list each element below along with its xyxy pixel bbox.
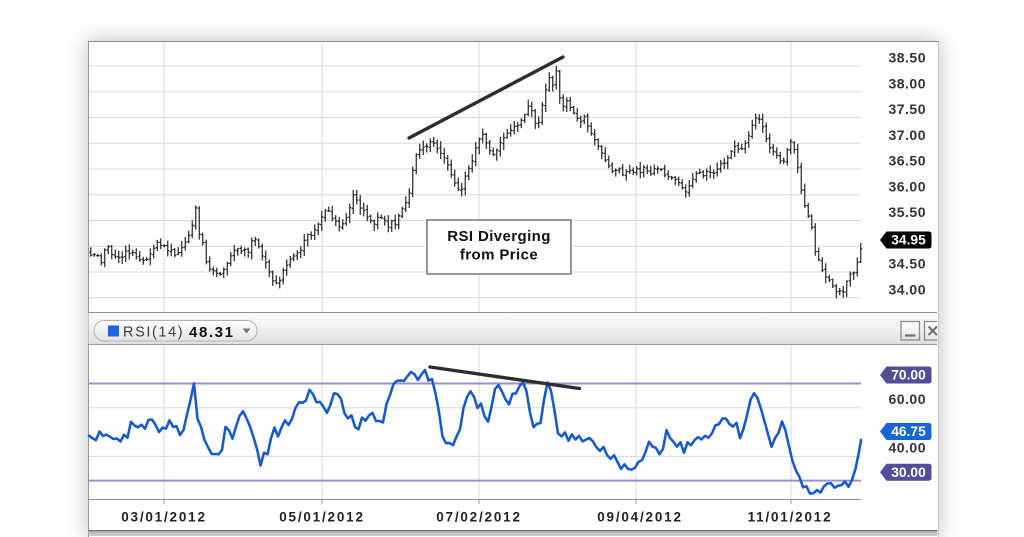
svg-text:70.00: 70.00: [891, 368, 926, 383]
svg-text:46.75: 46.75: [891, 424, 926, 439]
svg-text:48.31: 48.31: [189, 324, 235, 341]
svg-text:36.50: 36.50: [888, 153, 926, 169]
svg-text:11/01/2012: 11/01/2012: [748, 510, 833, 525]
svg-text:05/01/2012: 05/01/2012: [279, 510, 365, 525]
svg-text:38.00: 38.00: [888, 76, 926, 92]
svg-text:38.50: 38.50: [888, 50, 926, 66]
svg-text:from Price: from Price: [460, 247, 538, 264]
svg-text:36.00: 36.00: [888, 178, 926, 194]
svg-text:09/04/2012: 09/04/2012: [597, 510, 683, 525]
svg-text:34.00: 34.00: [888, 281, 926, 297]
svg-text:34.50: 34.50: [888, 256, 926, 272]
svg-text:40.00: 40.00: [888, 440, 926, 456]
svg-text:03/01/2012: 03/01/2012: [121, 510, 207, 525]
svg-text:37.00: 37.00: [888, 127, 926, 143]
svg-text:RSI Diverging: RSI Diverging: [447, 228, 551, 245]
svg-text:07/02/2012: 07/02/2012: [436, 510, 522, 525]
svg-text:34.95: 34.95: [891, 233, 926, 248]
svg-text:35.50: 35.50: [888, 204, 926, 220]
svg-text:RSI(14): RSI(14): [123, 325, 184, 341]
svg-text:37.50: 37.50: [888, 101, 926, 117]
svg-text:60.00: 60.00: [888, 391, 926, 407]
svg-text:30.00: 30.00: [891, 465, 926, 480]
